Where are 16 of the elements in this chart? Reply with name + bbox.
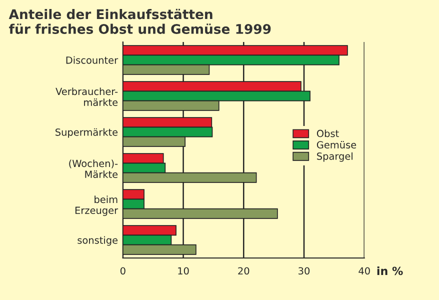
x-tick-label: 0 xyxy=(120,267,126,275)
legend-label: Gemüse xyxy=(316,140,356,148)
y-tick-label: Verbraucher- märkte xyxy=(56,88,118,106)
x-tick-label: 40 xyxy=(358,267,370,275)
chart-title: Anteile der Einkaufsstätten für frisches Obst und Gemüse 1999 xyxy=(8,8,271,34)
x-axis-title: in % xyxy=(377,266,403,276)
y-tick-label: (Wochen)- Märkte xyxy=(69,160,118,178)
x-tick-label: 20 xyxy=(238,267,250,275)
legend-label: Obst xyxy=(316,130,339,138)
x-tick-label: 10 xyxy=(178,267,189,275)
y-tick-label: beim Erzeuger xyxy=(75,196,118,216)
legend-label: Spargel xyxy=(317,152,352,162)
y-tick-label: Supermärkte xyxy=(56,128,118,138)
y-tick-label: Discounter xyxy=(66,56,118,64)
x-tick-label: 30 xyxy=(298,267,310,275)
y-tick-label: sonstige xyxy=(78,236,118,246)
